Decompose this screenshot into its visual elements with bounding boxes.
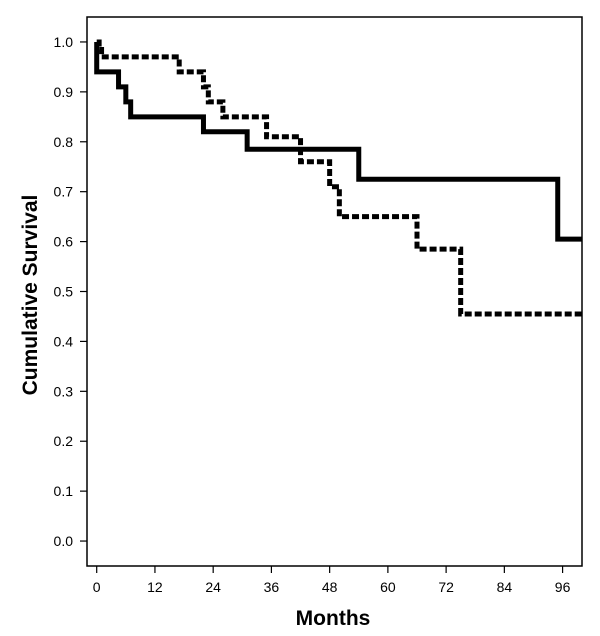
y-tick-label: 0.0 bbox=[54, 533, 74, 549]
y-tick-label: 0.7 bbox=[54, 184, 74, 200]
y-tick-label: 0.1 bbox=[54, 483, 74, 499]
y-tick-label: 0.9 bbox=[54, 84, 74, 100]
x-axis: 0 12 24 36 48 60 72 84 96 bbox=[93, 566, 571, 595]
x-tick-label: 12 bbox=[147, 579, 163, 595]
x-tick-label: 72 bbox=[438, 579, 454, 595]
x-tick-label: 36 bbox=[264, 579, 280, 595]
survival-curve-solid bbox=[94, 41, 582, 242]
y-axis: 0.0 0.1 0.2 0.3 0.4 0.5 0.6 0.7 0.8 0.9 1.0 bbox=[54, 34, 87, 549]
survival-curve-dashed bbox=[96, 39, 582, 317]
y-tick-label: 1.0 bbox=[54, 34, 74, 50]
x-tick-label: 84 bbox=[497, 579, 513, 595]
x-tick-label: 0 bbox=[93, 579, 101, 595]
y-tick-label: 0.5 bbox=[54, 284, 74, 300]
x-axis-title: Months bbox=[296, 607, 371, 630]
plot-frame bbox=[86, 16, 583, 567]
y-tick-label: 0.8 bbox=[54, 134, 74, 150]
y-tick-label: 0.4 bbox=[54, 333, 74, 349]
y-tick-label: 0.6 bbox=[54, 234, 74, 250]
x-tick-label: 24 bbox=[205, 579, 221, 595]
y-tick-label: 0.3 bbox=[54, 383, 74, 399]
x-tick-label: 60 bbox=[380, 579, 396, 595]
y-axis-title: Cumulative Survival bbox=[19, 195, 42, 396]
series-layer bbox=[94, 39, 582, 317]
x-tick-label: 48 bbox=[322, 579, 338, 595]
x-tick-label: 96 bbox=[555, 579, 571, 595]
y-tick-label: 0.2 bbox=[54, 433, 74, 449]
